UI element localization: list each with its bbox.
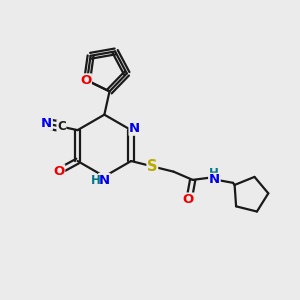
Text: O: O — [53, 165, 65, 178]
Text: N: N — [129, 122, 140, 135]
Text: N: N — [41, 117, 52, 130]
Text: N: N — [99, 173, 110, 187]
Text: C: C — [57, 120, 66, 133]
Text: H: H — [209, 167, 219, 181]
Text: S: S — [147, 159, 158, 174]
Text: O: O — [80, 74, 91, 87]
Text: N: N — [209, 173, 220, 186]
Text: O: O — [183, 193, 194, 206]
Text: H: H — [91, 173, 101, 187]
